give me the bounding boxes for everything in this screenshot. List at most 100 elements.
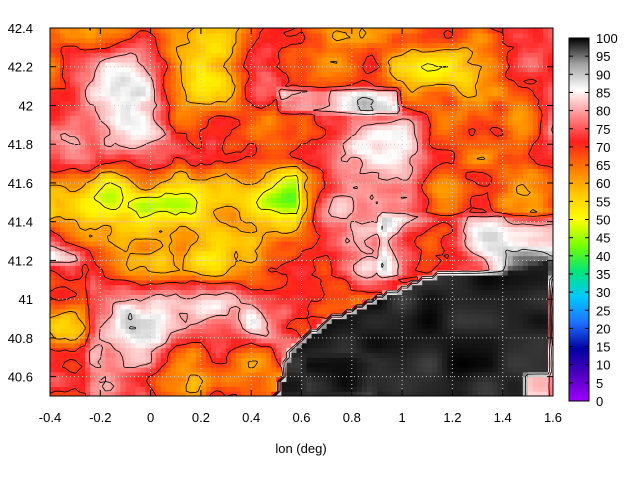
heatmap-cell — [371, 337, 378, 344]
heatmap-cell — [361, 250, 368, 257]
heatmap-cell — [281, 289, 288, 295]
heatmap-cell — [477, 153, 484, 160]
heatmap-cell — [246, 371, 252, 378]
heatmap-cell — [392, 270, 398, 276]
heatmap-cell — [331, 197, 338, 203]
heatmap-cell — [306, 371, 313, 378]
heatmap-cell — [326, 216, 333, 223]
heatmap-cell — [100, 304, 106, 310]
heatmap-cell — [286, 304, 293, 310]
heatmap-cell — [165, 337, 172, 344]
heatmap-cell — [110, 333, 116, 339]
heatmap-cell — [371, 236, 378, 242]
heatmap-cell — [246, 289, 252, 295]
heatmap-cell — [140, 337, 147, 344]
heatmap-cell — [402, 337, 408, 344]
heatmap-cell — [210, 207, 217, 213]
heatmap-cell — [397, 207, 403, 213]
heatmap-cell — [195, 323, 202, 329]
heatmap-cell — [366, 158, 373, 165]
heatmap-cell — [537, 168, 544, 174]
heatmap-cell — [542, 187, 549, 194]
heatmap-cell — [442, 289, 448, 295]
heatmap-cell — [316, 265, 323, 271]
heatmap-cell — [286, 313, 293, 320]
heatmap-cell — [125, 236, 132, 242]
heatmap-cell — [200, 260, 207, 266]
heatmap-cell — [341, 342, 348, 349]
heatmap-cell — [241, 182, 247, 189]
heatmap-cell — [306, 192, 313, 199]
heatmap-cell — [392, 216, 398, 223]
heatmap-cell — [180, 270, 187, 276]
heatmap-cell — [381, 178, 388, 184]
heatmap-cell — [517, 192, 524, 199]
heatmap-cell — [462, 173, 469, 179]
heatmap-cell — [356, 241, 363, 247]
heatmap-cell — [341, 236, 348, 242]
heatmap-cell — [326, 284, 333, 291]
heatmap-cell — [95, 182, 101, 189]
heatmap-cell — [55, 381, 61, 387]
heatmap-cell — [427, 323, 433, 329]
heatmap-cell — [200, 323, 207, 329]
heatmap-cell — [497, 279, 504, 286]
heatmap-cell — [100, 294, 106, 300]
heatmap-cell — [215, 347, 222, 354]
heatmap-cell — [105, 328, 111, 334]
heatmap-cell — [417, 323, 423, 329]
heatmap-cell — [392, 241, 398, 247]
heatmap-cell — [70, 187, 76, 194]
heatmap-cell — [361, 304, 368, 310]
heatmap-cell — [542, 323, 549, 329]
heatmap-cell — [105, 255, 111, 262]
heatmap-cell — [467, 231, 474, 237]
heatmap-cell — [392, 333, 398, 339]
heatmap-cell — [70, 304, 76, 310]
heatmap-cell — [291, 245, 298, 252]
heatmap-cell — [502, 245, 509, 252]
heatmap-cell — [356, 197, 363, 203]
heatmap-cell — [507, 192, 514, 199]
heatmap-cell — [90, 299, 96, 305]
heatmap-cell — [321, 362, 328, 368]
heatmap-cell — [271, 289, 277, 295]
heatmap-cell — [276, 250, 282, 257]
heatmap-cell — [547, 250, 553, 257]
heatmap-cell — [482, 376, 489, 383]
heatmap-cell — [487, 192, 494, 199]
heatmap-cell — [251, 212, 257, 218]
heatmap-cell — [170, 381, 177, 387]
heatmap-cell — [311, 231, 318, 237]
heatmap-cell — [50, 197, 56, 203]
heatmap-cell — [502, 265, 509, 271]
heatmap-cell — [412, 323, 418, 329]
heatmap-cell — [301, 255, 308, 262]
heatmap-cell — [226, 362, 232, 368]
heatmap-cell — [276, 347, 282, 354]
heatmap-cell — [427, 226, 433, 232]
heatmap-cell — [417, 245, 423, 252]
heatmap-cell — [221, 270, 227, 276]
heatmap-cell — [276, 168, 282, 174]
heatmap-cell — [221, 328, 227, 334]
heatmap-cell — [195, 231, 202, 237]
heatmap-cell — [387, 289, 393, 295]
heatmap-cell — [502, 212, 509, 218]
heatmap-cell — [492, 221, 499, 228]
heatmap-cell — [301, 323, 308, 329]
heatmap-cell — [80, 366, 86, 373]
heatmap-cell — [241, 347, 247, 354]
heatmap-cell — [336, 178, 343, 184]
heatmap-cell — [351, 212, 358, 218]
heatmap-cell — [135, 173, 142, 179]
heatmap-cell — [376, 270, 383, 276]
heatmap-cell — [437, 381, 443, 387]
heatmap-cell — [412, 168, 418, 174]
heatmap-cell — [291, 366, 298, 373]
heatmap-cell — [376, 192, 383, 199]
heatmap-cell — [477, 308, 484, 315]
heatmap-cell — [447, 260, 453, 266]
heatmap-cell — [326, 270, 333, 276]
heatmap-cell — [346, 207, 353, 213]
